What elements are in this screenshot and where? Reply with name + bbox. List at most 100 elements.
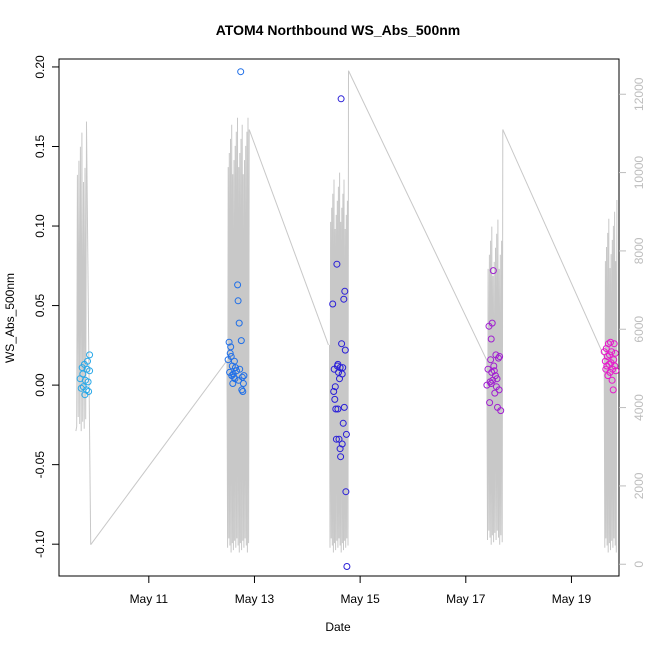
line-segment-1	[226, 117, 250, 553]
data-point	[337, 95, 345, 103]
data-point	[487, 380, 495, 387]
data-point	[79, 370, 87, 378]
data-point	[234, 297, 242, 305]
data-point	[341, 287, 349, 295]
data-point	[487, 356, 495, 364]
data-point	[495, 386, 503, 394]
data-point	[489, 267, 497, 275]
data-point	[239, 380, 247, 387]
y2-tick-label: 2000	[632, 472, 646, 499]
data-point	[234, 281, 242, 289]
y2-tick-label: 0	[632, 561, 646, 568]
y2-tick-label: 6000	[632, 316, 646, 343]
data-point	[331, 383, 339, 391]
y-tick-label: 0.10	[33, 214, 47, 238]
data-point	[487, 335, 495, 343]
data-point	[486, 399, 494, 407]
data-point	[84, 357, 91, 365]
chart-title: ATOM4 Northbound WS_Abs_500nm	[216, 22, 461, 38]
data-point	[225, 338, 233, 346]
y-tick-label: 0.20	[33, 55, 47, 79]
line-connector-4	[502, 129, 605, 357]
y-tick-label: 0.05	[33, 294, 47, 318]
data-point	[333, 260, 341, 268]
y2-tick-label: 12000	[632, 77, 646, 111]
data-point	[84, 378, 92, 386]
data-point	[342, 430, 350, 438]
y2-tick-label: 10000	[632, 156, 646, 190]
data-point	[86, 351, 94, 359]
data-point	[603, 353, 611, 360]
data-point	[490, 367, 498, 375]
data-point	[340, 403, 348, 411]
data-point	[340, 295, 348, 303]
data-point	[230, 357, 238, 365]
plot-frame	[58, 58, 620, 577]
data-point	[331, 395, 339, 403]
data-point	[608, 376, 616, 384]
data-point	[338, 340, 346, 348]
axes-layer: May 11 May 13 May 15 May 17 May 19 -0.10 -0.05…	[33, 55, 646, 606]
line-series-layer	[75, 70, 618, 553]
data-point	[490, 362, 498, 370]
data-point	[488, 319, 496, 327]
line-connector-3	[348, 70, 488, 361]
x-tick-label: May 13	[235, 592, 275, 606]
x-tick-label: May 15	[340, 592, 380, 606]
data-point	[236, 365, 244, 373]
data-point	[334, 360, 342, 368]
data-point	[495, 354, 502, 362]
data-point	[336, 445, 344, 453]
data-point	[335, 435, 343, 443]
y2-tick-label: 4000	[632, 394, 646, 421]
data-point	[235, 319, 243, 327]
data-point	[611, 362, 619, 370]
data-point	[330, 388, 338, 395]
line-segment-3	[486, 129, 504, 545]
data-point	[232, 364, 239, 372]
data-point	[240, 372, 248, 380]
data-point	[337, 453, 345, 461]
data-point	[497, 407, 505, 415]
data-point	[332, 435, 340, 443]
data-point	[339, 419, 347, 427]
data-point	[238, 386, 246, 394]
line-segment-2	[329, 70, 349, 553]
data-point	[493, 375, 501, 383]
data-point	[338, 370, 346, 378]
data-point	[607, 338, 614, 346]
line-connector-0	[85, 121, 92, 545]
line-connector-1	[90, 360, 228, 545]
data-point	[332, 405, 340, 413]
x-tick-label: May 11	[130, 592, 169, 606]
x-tick-label: May 19	[552, 592, 592, 606]
data-point	[341, 346, 349, 354]
data-point	[227, 353, 235, 360]
data-point	[230, 373, 238, 381]
data-point	[237, 337, 245, 345]
points-layer	[76, 68, 620, 570]
line-segment-0	[75, 121, 87, 432]
data-point	[496, 353, 504, 360]
data-point	[609, 386, 617, 394]
data-point	[610, 340, 618, 348]
data-point	[231, 375, 239, 383]
x-axis-label: Date	[325, 620, 351, 634]
line-segment-4	[603, 199, 618, 553]
y2-tick-label: 8000	[632, 237, 646, 264]
data-point	[611, 349, 619, 357]
data-point	[608, 348, 616, 356]
y-tick-label: -0.05	[33, 451, 47, 479]
y-axis-label: WS_Abs_500nm	[3, 273, 17, 363]
data-point	[329, 300, 337, 308]
data-point	[342, 488, 350, 496]
data-point	[226, 349, 234, 357]
data-point	[334, 405, 342, 413]
data-point	[343, 563, 351, 570]
line-connector-2	[248, 129, 329, 346]
data-point	[83, 386, 90, 394]
data-point	[237, 68, 245, 76]
y-tick-label: -0.10	[33, 530, 47, 558]
